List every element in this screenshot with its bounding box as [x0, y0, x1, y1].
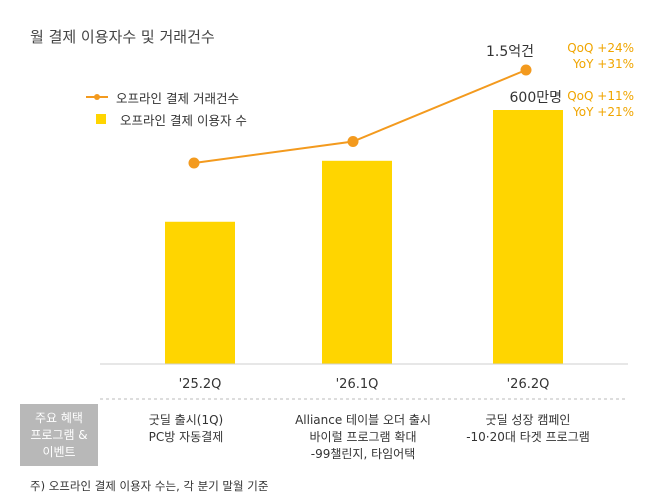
- event-26-1q: Alliance 테이블 오더 출시 바이럴 프로그램 확대 -99챌린지, 타…: [268, 412, 458, 463]
- footnote: 주) 오프라인 결제 이용자 수는, 각 분기 말월 기준: [30, 479, 269, 493]
- line-growth-annotation: YoY +31%: [572, 57, 634, 71]
- bar-1: [322, 160, 392, 364]
- program-header-cell: 주요 혜택 프로그램 & 이벤트: [20, 404, 98, 466]
- x-tick-label: '26.1Q: [336, 377, 379, 392]
- program-header-line: 프로그램 &: [30, 427, 88, 442]
- event-line: 굿딜 출시(1Q): [148, 413, 224, 427]
- program-header-line: 주요 혜택: [35, 410, 83, 425]
- x-tick-label: '26.2Q: [507, 377, 550, 392]
- line-point-2: [520, 64, 532, 76]
- bar-0: [165, 221, 235, 364]
- event-25-2q: 굿딜 출시(1Q) PC방 자동결제: [91, 412, 281, 446]
- line-data-label: 1.5억건: [486, 44, 534, 60]
- bar-growth-annotation: YoY +21%: [572, 105, 634, 119]
- event-line: 바이럴 프로그램 확대: [309, 430, 417, 444]
- legend-line-label: 오프라인 결제 거래건수: [116, 90, 239, 106]
- line-point-0: [188, 157, 200, 169]
- bar-growth-annotation: QoQ +11%: [567, 89, 634, 103]
- x-tick-label: '25.2Q: [179, 377, 222, 392]
- legend-line-key: [86, 94, 108, 100]
- legend-bar-entry: 오프라인 결제 이용자 수: [86, 108, 247, 130]
- line-point-1: [347, 136, 359, 148]
- event-line: PC방 자동결제: [148, 430, 224, 444]
- legend: 오프라인 결제 거래건수 오프라인 결제 이용자 수: [86, 86, 247, 130]
- legend-line-entry: 오프라인 결제 거래건수: [86, 86, 247, 108]
- line-growth-annotation: QoQ +24%: [567, 41, 634, 55]
- bar-2: [493, 110, 563, 364]
- event-line: -10·20대 타겟 프로그램: [466, 430, 590, 444]
- bar-data-label: 600만명: [510, 90, 562, 106]
- program-header-line: 이벤트: [42, 444, 76, 459]
- legend-bar-key: [96, 114, 106, 124]
- chart-canvas: '25.2Q '26.1Q '26.2Q 1.5억건 600만명 QoQ +24% YoY …: [100, 41, 634, 400]
- event-line: 굿딜 성장 캠페인: [485, 413, 571, 427]
- event-line: -99챌린지, 타임어택: [310, 447, 416, 461]
- chart-title: 월 결제 이용자수 및 거래건수: [30, 28, 215, 46]
- event-26-2q: 굿딜 성장 캠페인 -10·20대 타겟 프로그램: [433, 412, 623, 446]
- legend-bar-label: 오프라인 결제 이용자 수: [120, 112, 247, 128]
- event-line: Alliance 테이블 오더 출시: [295, 413, 431, 427]
